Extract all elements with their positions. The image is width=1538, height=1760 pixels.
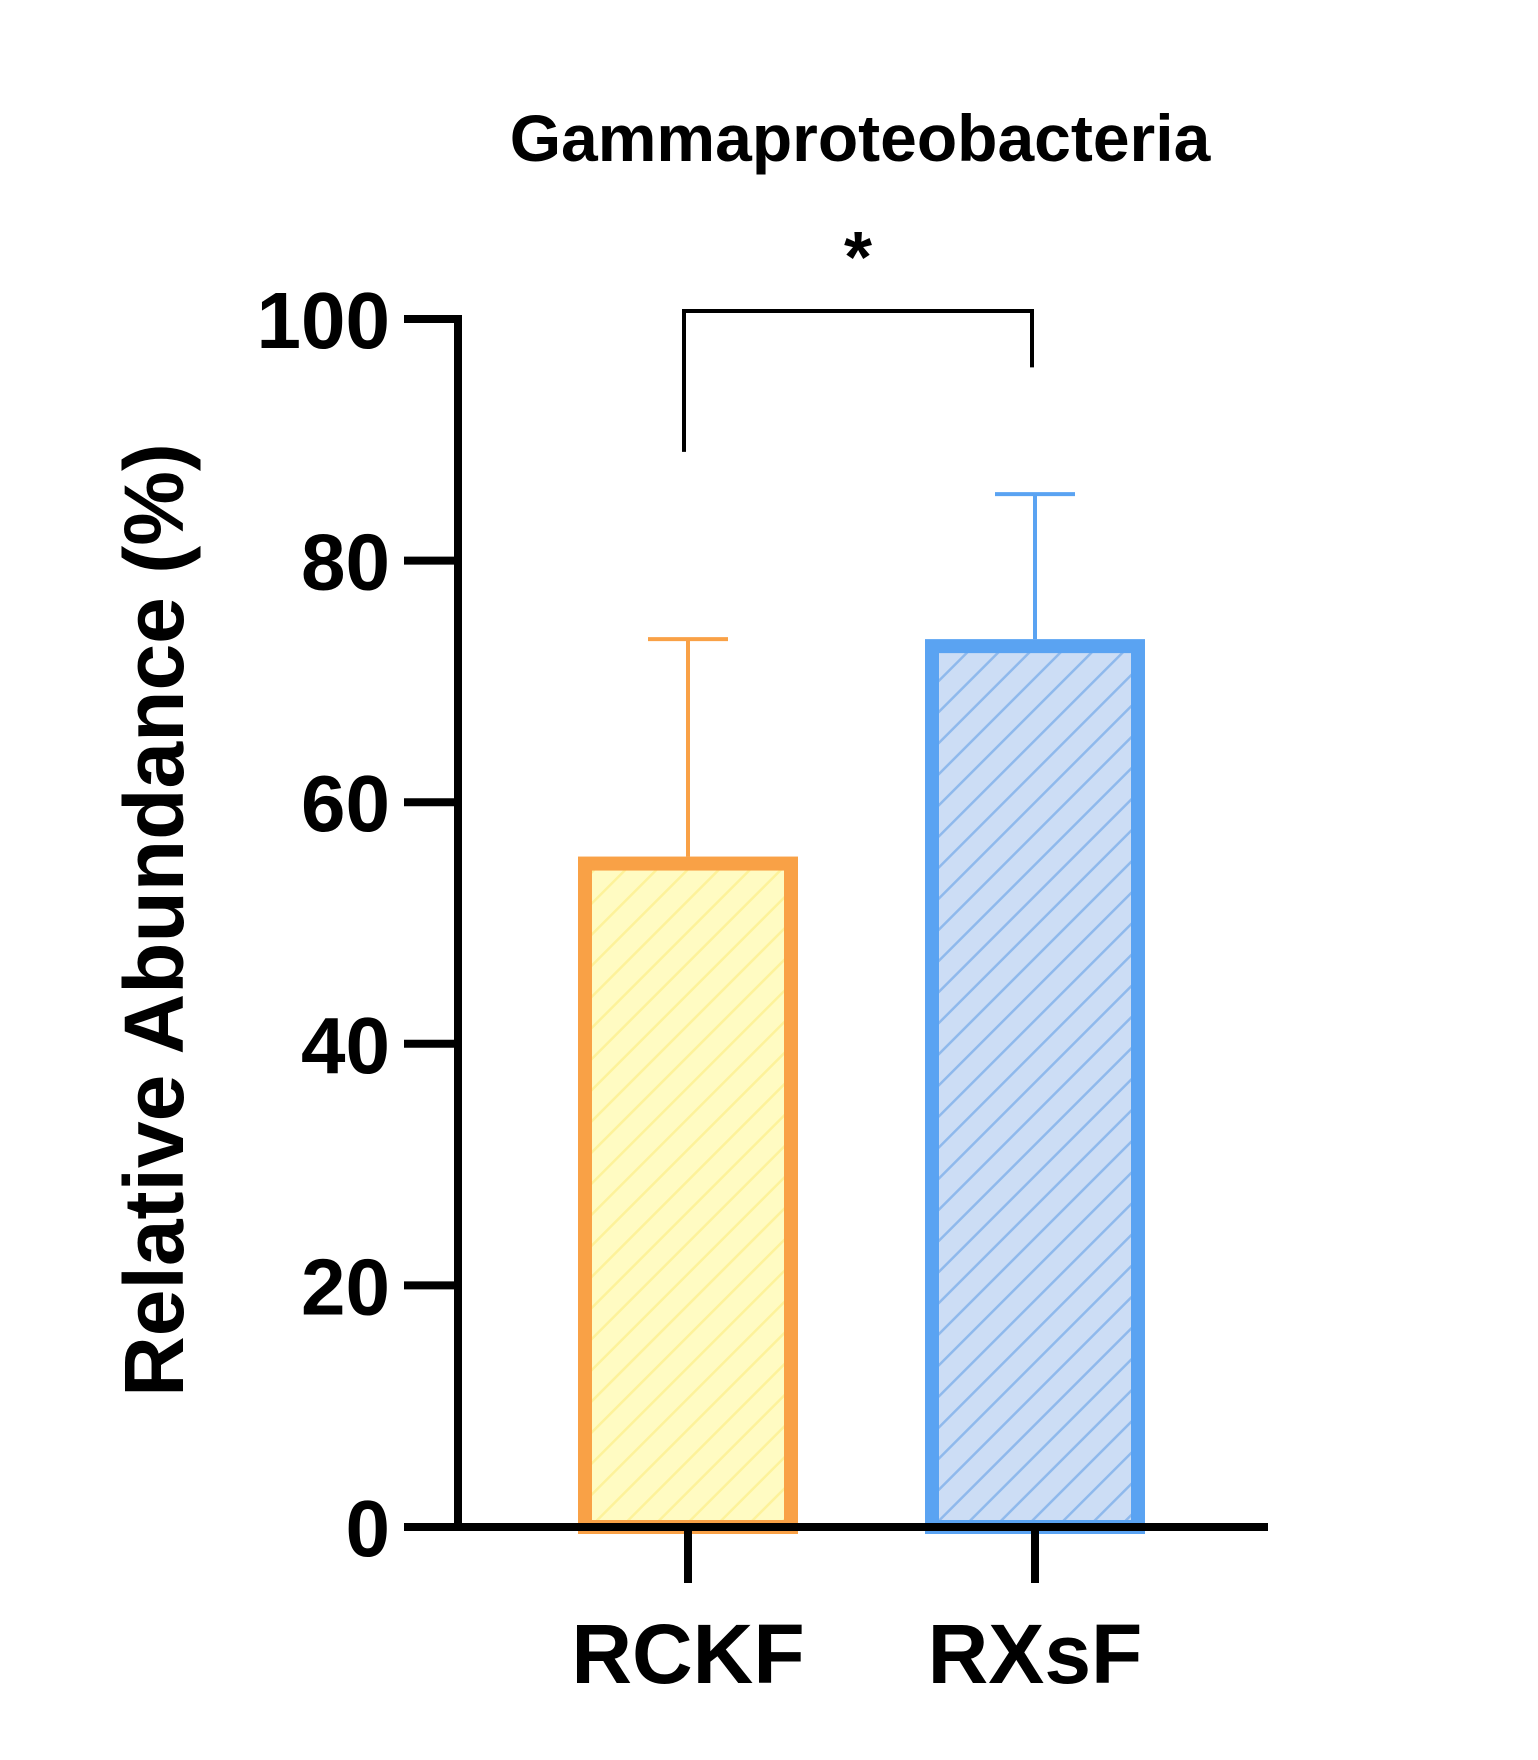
bar-rxsf <box>925 639 1145 1534</box>
x-tick-label-rxsf: RXsF <box>928 1607 1143 1701</box>
significance-label: * <box>844 218 872 298</box>
y-tick-label-80: 80 <box>301 518 390 607</box>
chart-title: Gammaproteobacteria <box>510 101 1212 175</box>
bar-rckf <box>578 856 798 1534</box>
y-tick-label-100: 100 <box>257 276 390 365</box>
significance-bracket <box>682 309 1034 452</box>
y-tick-label-40: 40 <box>301 1001 390 1090</box>
x-tick-label-rckf: RCKF <box>571 1607 804 1701</box>
y-axis-label: Relative Abundance (%) <box>107 443 201 1397</box>
y-tick-label-60: 60 <box>301 759 390 848</box>
y-tick-label-20: 20 <box>301 1242 390 1331</box>
y-tick-label-0: 0 <box>346 1484 391 1573</box>
